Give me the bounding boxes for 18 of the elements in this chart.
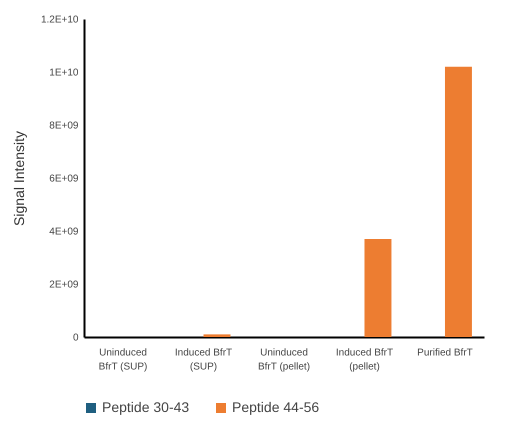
y-tick-label: 6E+09	[49, 174, 79, 184]
x-tick-label: Induced BfrT (pellet)	[336, 348, 394, 372]
bar	[364, 238, 392, 337]
legend-label: Peptide 30-43	[102, 399, 190, 415]
y-tick-label: 8E+09	[49, 120, 79, 132]
y-tick-label: 2E+09	[49, 280, 79, 290]
y-tick-label: 4E+09	[49, 226, 79, 238]
bar	[444, 66, 472, 337]
x-tick-label: Purified BfrT	[417, 348, 473, 358]
legend-label: Peptide 44-56	[232, 399, 320, 415]
x-tick-label: Uninduced BfrT (SUP)	[98, 348, 148, 372]
y-tick-label: 1E+10	[49, 68, 79, 78]
y-axis-title: Signal Intensity	[10, 131, 27, 226]
bar	[204, 334, 230, 337]
x-tick-label: Uninduced BfrT (pellet)	[258, 348, 310, 372]
y-tick-label: 0	[72, 332, 79, 344]
x-tick-label: Induced BfrT (SUP)	[174, 348, 232, 372]
y-tick-label: 1.2E+10	[40, 14, 79, 26]
